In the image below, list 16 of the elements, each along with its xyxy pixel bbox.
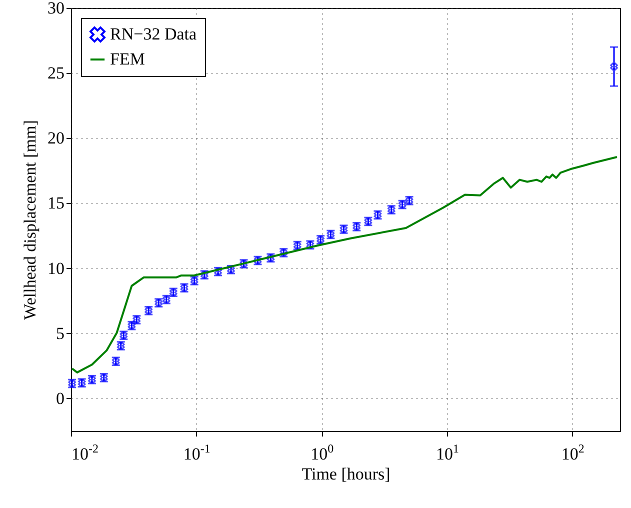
y-tick-label: 20 <box>48 128 64 148</box>
x-tick-label: 10$^{0}$ <box>310 442 334 464</box>
x-tick-label: 10$^{2}$ <box>561 442 584 464</box>
y-tick-label: 5 <box>56 324 64 343</box>
x-axis-title: Time [hours] <box>302 464 390 484</box>
y-axis-title: Wellhead displacement [mm] <box>20 120 40 320</box>
y-tick-label: 10 <box>48 258 64 278</box>
x-tick-label: 10$^{-2}$ <box>72 442 98 464</box>
y-tick-label: 25 <box>48 64 64 83</box>
x-tick-label: 10$^{1}$ <box>436 442 460 464</box>
y-tick-label: 0 <box>56 388 64 408</box>
y-tick-label: 15 <box>48 194 64 213</box>
legend-label: RN−32 Data <box>110 24 197 44</box>
legend-label: FEM <box>110 50 145 68</box>
x-tick-label: 10$^{-1}$ <box>183 442 210 464</box>
y-tick-label: 30 <box>48 0 64 18</box>
